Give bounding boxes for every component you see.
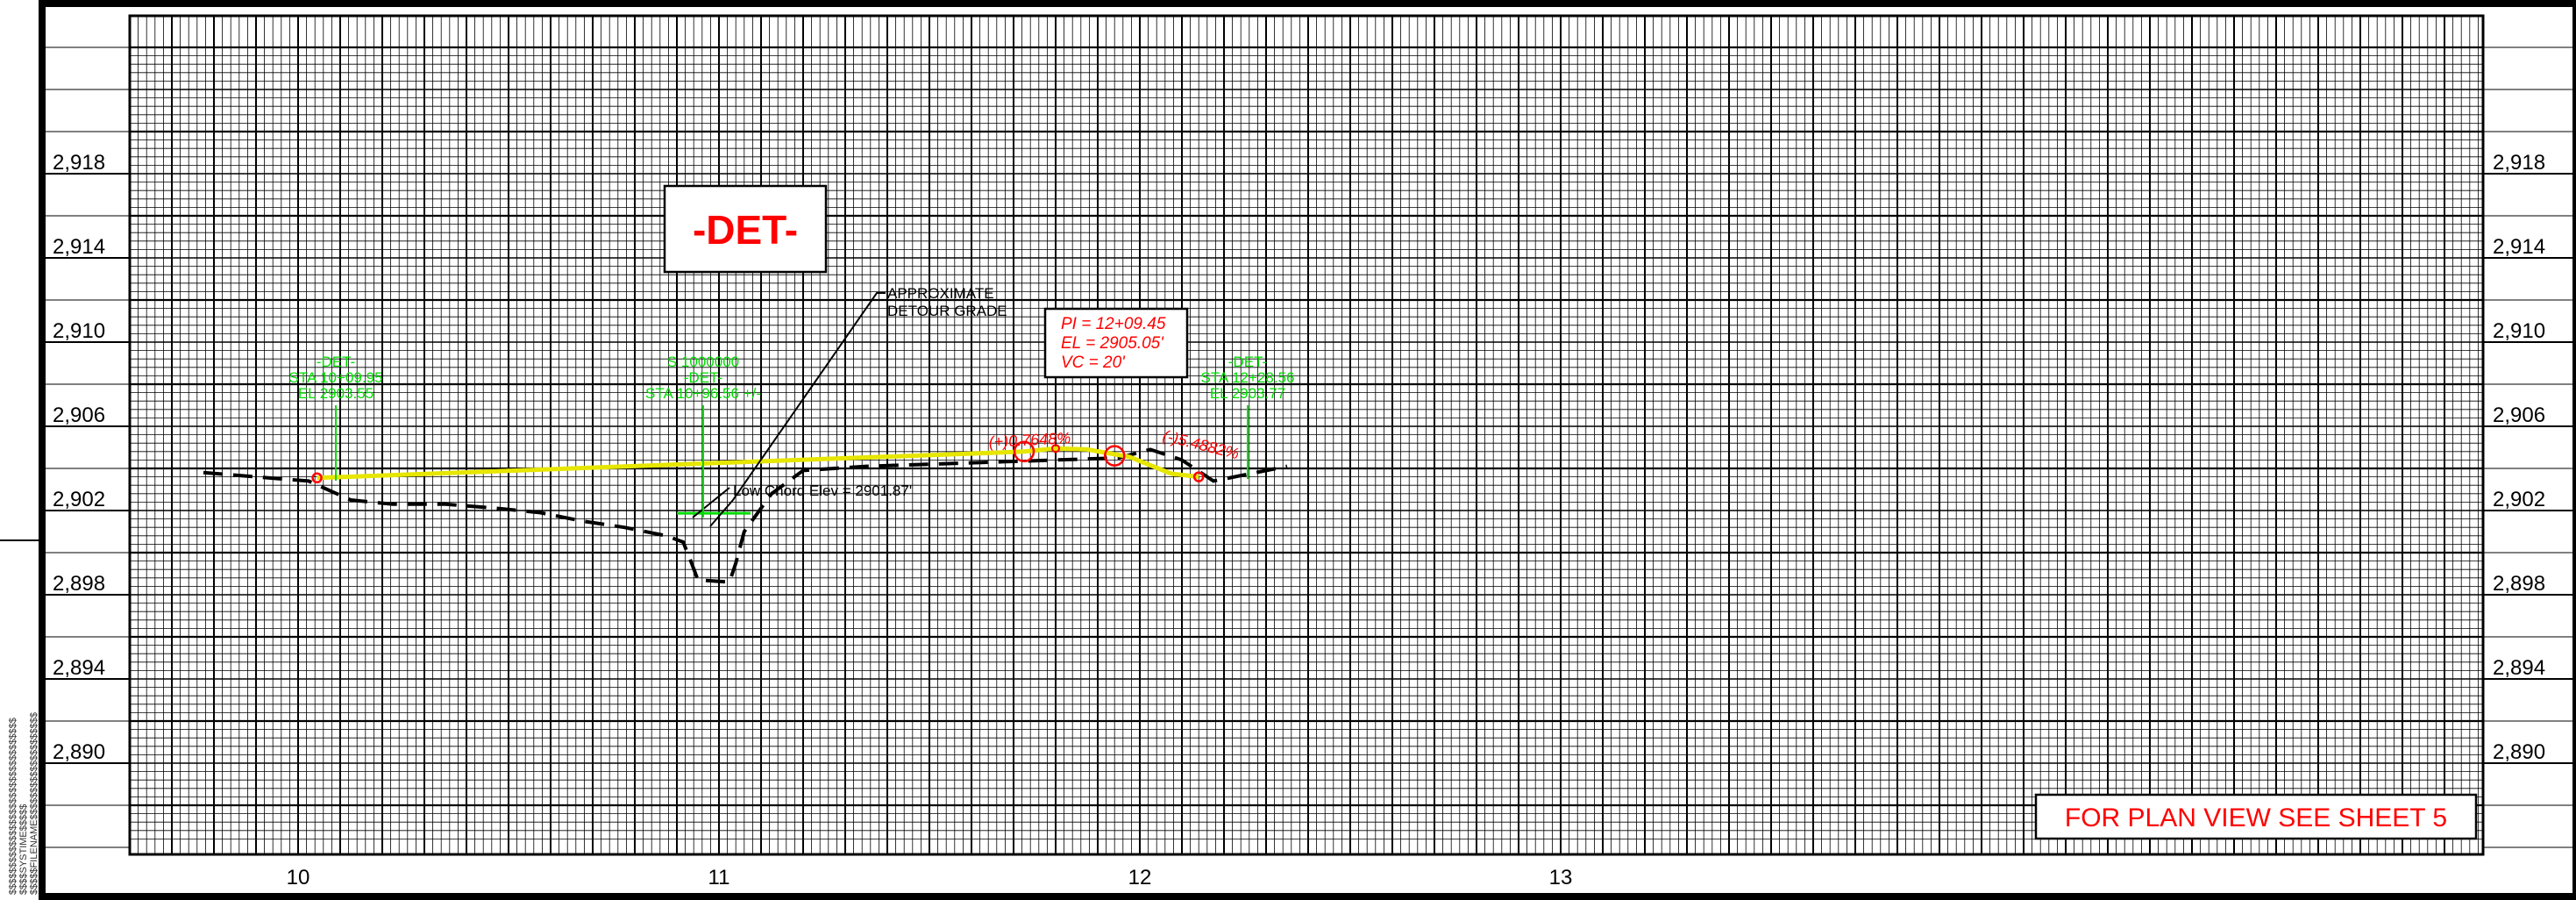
det-callout-right-line-2: STA 12+28.56 xyxy=(1201,369,1295,386)
pvi-circle xyxy=(1103,445,1126,467)
grade-in-label: (+)0.7648% xyxy=(988,429,1071,451)
pvi-elevation: EL = 2905.05' xyxy=(1061,334,1164,353)
station-label-top: 11 xyxy=(708,0,730,7)
station-label-top: 12 xyxy=(1128,0,1152,7)
station-labels-bottom: 10 11 12 13 xyxy=(287,866,1573,889)
side-stamp: $$$$$$$$$$$$$$$$$$$$$$$$$$$$$$$$$ $$$$SY… xyxy=(8,712,39,895)
elevation-labels-left: 2,918 2,914 2,910 2,906 2,902 2,898 2,894 2,890 xyxy=(53,151,105,764)
elevation-label-left: 2,918 xyxy=(53,151,105,175)
elevation-label-left: 2,902 xyxy=(53,488,105,511)
elevation-label-right: 2,902 xyxy=(2493,488,2545,511)
pvi-info-box xyxy=(1043,307,1189,379)
det-callout-mid-line-2: -DET- xyxy=(684,369,722,386)
pvi-circle xyxy=(1013,440,1035,463)
side-stamp-line-1: $$$$$$$$$$$$$$$$$$$$$$$$$$$$$$$$$ xyxy=(8,718,18,895)
det-callout-right-line-3: EL 2903.77 xyxy=(1210,385,1285,402)
elevation-labels-right: 2,918 2,914 2,910 2,906 2,902 2,898 2,894 2,890 xyxy=(2493,151,2545,764)
station-label-bottom: 10 xyxy=(287,866,310,889)
detour-grade-line xyxy=(317,446,1199,481)
elevation-label-left: 2,914 xyxy=(53,235,105,259)
pvi-station: PI = 12+09.45 xyxy=(1061,315,1166,333)
elevation-label-left: 2,906 xyxy=(53,404,105,427)
det-callout-right: -DET- STA 12+28.56 EL 2903.77 xyxy=(1201,354,1295,479)
elevation-label-left: 2,898 xyxy=(53,572,105,596)
plan-view-note-box xyxy=(2034,793,2478,840)
grade-marks xyxy=(311,440,1205,484)
station-label-top: 10 xyxy=(287,0,310,7)
det-callout-right-line-1: -DET- xyxy=(1228,354,1267,370)
pvi-vertical-curve: VC = 20' xyxy=(1061,354,1126,372)
approx-detour-label-2: DETOUR GRADE xyxy=(887,303,1007,319)
elevation-label-right: 2,890 xyxy=(2493,740,2545,764)
elevation-label-right: 2,914 xyxy=(2493,235,2545,259)
elevation-label-left: 2,894 xyxy=(53,656,105,680)
elevation-label-right: 2,898 xyxy=(2493,572,2545,596)
low-chord-leader xyxy=(692,487,730,518)
det-callout-left-line-3: EL 2903.55 xyxy=(298,385,374,402)
elevation-label-left: 2,890 xyxy=(53,740,105,764)
station-label-bottom: 11 xyxy=(708,866,730,889)
approx-detour-leader xyxy=(709,292,886,527)
det-callout-left-line-1: -DET- xyxy=(317,354,355,370)
pvi-point-mark xyxy=(1051,444,1060,454)
side-stamp-line-2: $$$$SYSTIME$$$$$ xyxy=(18,804,29,895)
det-title-box xyxy=(663,184,828,274)
elevation-label-right: 2,894 xyxy=(2493,656,2545,680)
grade-end-mark xyxy=(311,472,323,484)
low-chord-label: Low Chord Elev = 2901.87' xyxy=(733,482,912,499)
det-callout-mid-line-3: STA 10+96.56 +/- xyxy=(645,385,761,402)
profile-grid xyxy=(46,14,2573,856)
elevation-label-right: 2,918 xyxy=(2493,151,2545,175)
station-label-top: 13 xyxy=(1549,0,1573,7)
det-callout-left-line-2: STA 10+09.95 xyxy=(289,369,383,386)
approx-detour-label-1: APPROXIMATE xyxy=(887,285,994,302)
grade-end-mark xyxy=(1192,471,1205,482)
station-labels-top: 10 11 12 13 xyxy=(287,0,1573,7)
side-stamp-line-3: $$$$$FILENAME$$$$$$$$$$$$$$$$$$$$ xyxy=(29,712,39,895)
elevation-label-left: 2,910 xyxy=(53,319,105,343)
plan-view-note: FOR PLAN VIEW SEE SHEET 5 xyxy=(2065,804,2447,832)
elevation-label-right: 2,906 xyxy=(2493,404,2545,427)
sheet-border xyxy=(39,0,2576,900)
det-title: -DET- xyxy=(693,207,798,253)
station-label-bottom: 13 xyxy=(1549,866,1573,889)
det-callout-mid: S 1000000 -DET- STA 10+96.56 +/- xyxy=(645,354,761,518)
det-callout-left: -DET- STA 10+09.95 EL 2903.55 xyxy=(289,354,383,481)
elevation-label-right: 2,910 xyxy=(2493,319,2545,343)
det-callout-mid-line-1: S 1000000 xyxy=(667,354,739,370)
station-label-bottom: 12 xyxy=(1128,866,1152,889)
